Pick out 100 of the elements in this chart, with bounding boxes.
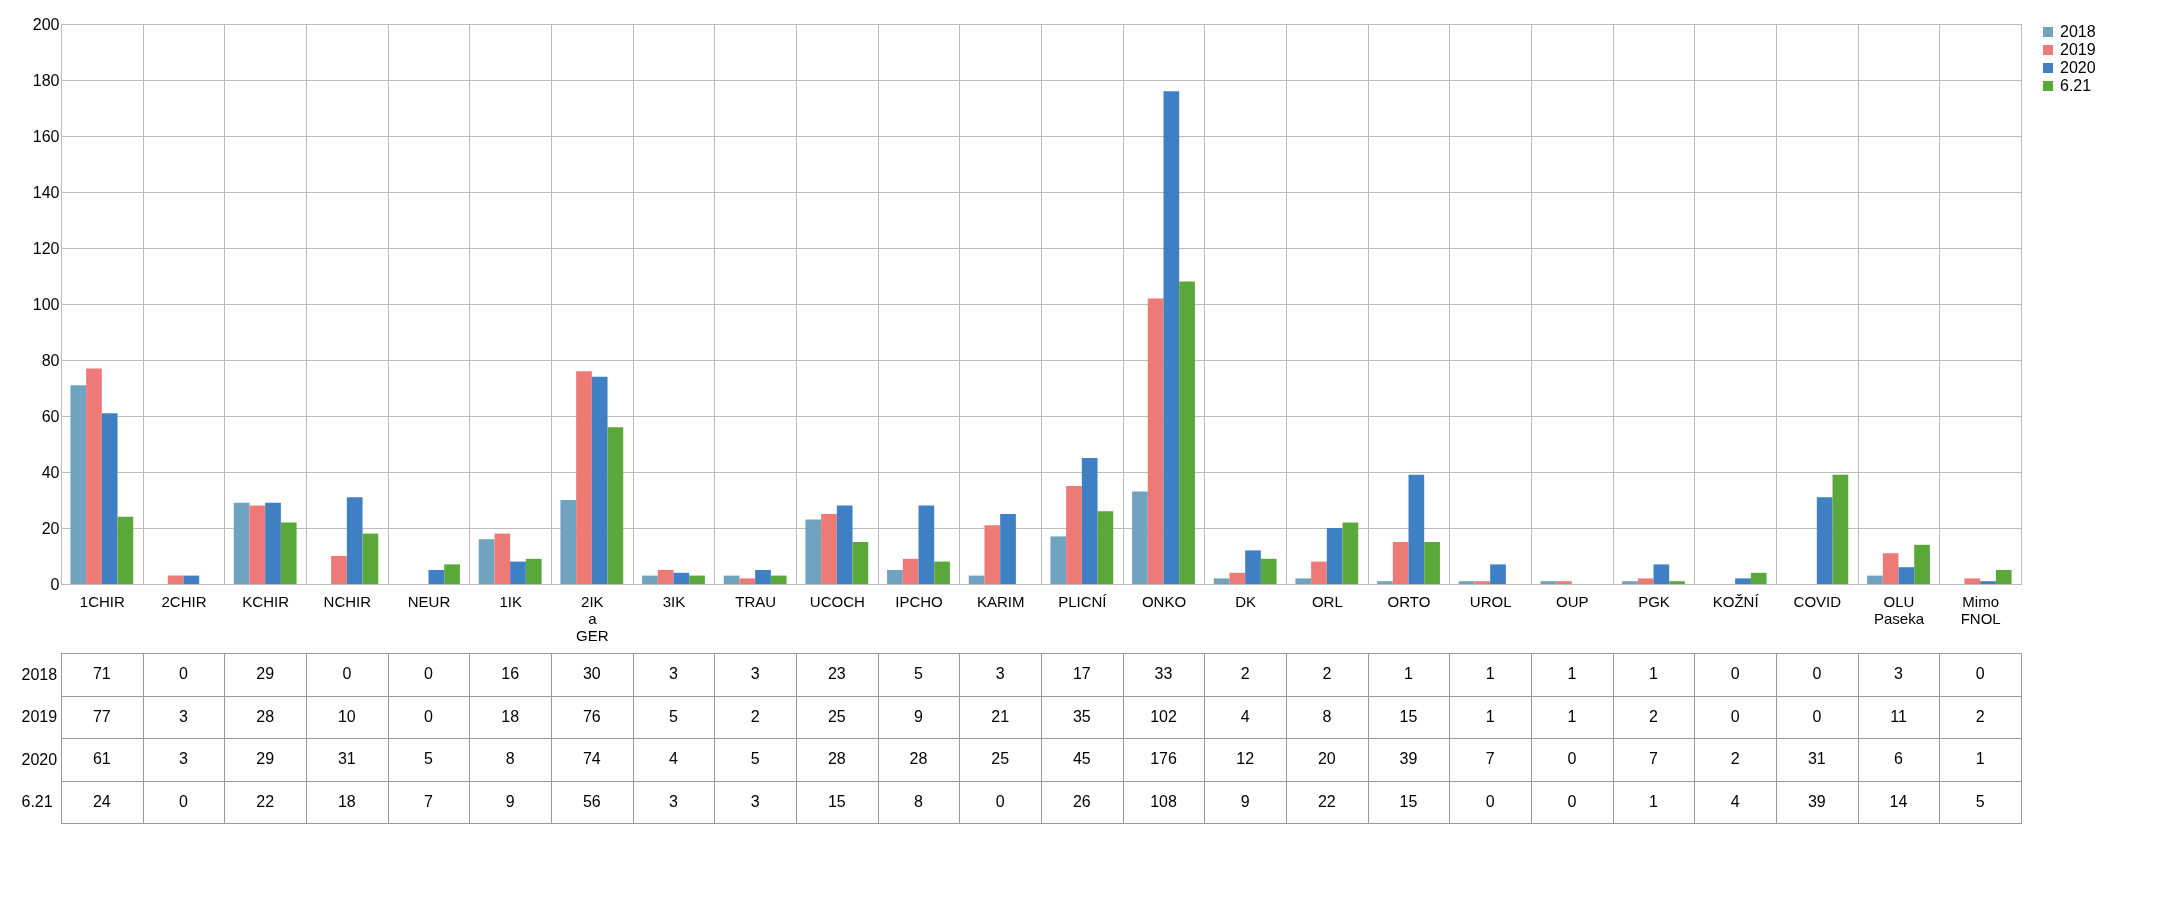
bar xyxy=(1000,514,1016,584)
data-label: 9 xyxy=(505,792,515,810)
data-label: 108 xyxy=(1150,792,1177,810)
bar xyxy=(1637,578,1654,584)
data-label: 30 xyxy=(582,665,601,683)
bar xyxy=(1458,581,1475,584)
data-label: 76 xyxy=(582,707,601,725)
y-tick-label: 80 xyxy=(41,351,60,369)
bar xyxy=(821,514,837,584)
data-label: 2 xyxy=(1322,665,1332,683)
x-tick-label: NEUR xyxy=(407,592,451,610)
bar xyxy=(1326,528,1343,584)
text: 6.21 xyxy=(21,793,53,811)
data-label: 3 xyxy=(179,750,189,768)
data-label: 33 xyxy=(1154,665,1173,683)
bar xyxy=(689,575,705,584)
bar xyxy=(444,564,460,584)
data-label: 21 xyxy=(991,707,1010,725)
data-label: 29 xyxy=(256,665,275,683)
data-label: 2 xyxy=(1240,665,1250,683)
bar xyxy=(1556,581,1572,584)
data-label: 0 xyxy=(1975,665,1985,683)
y-tick-label: 200 xyxy=(32,15,60,33)
data-label: 3 xyxy=(669,665,679,683)
bar xyxy=(428,570,445,584)
data-label: 11 xyxy=(1890,707,1907,725)
x-tick-label: KCHIR xyxy=(242,592,290,610)
data-label: 22 xyxy=(256,792,275,810)
bar xyxy=(510,561,526,584)
data-label: 0 xyxy=(424,665,434,683)
data-label: 4 xyxy=(1730,792,1740,810)
bar xyxy=(902,558,919,584)
bar xyxy=(1295,578,1312,584)
data-label: 1 xyxy=(1485,665,1495,683)
x-tick-label: NCHIR xyxy=(323,592,372,610)
data-label: 2 xyxy=(1649,707,1659,725)
bar xyxy=(478,539,495,584)
bar xyxy=(1163,91,1180,584)
bar xyxy=(346,497,363,584)
y-tick-label: 120 xyxy=(32,239,60,257)
bar xyxy=(739,578,756,584)
x-tick-label: UCOCH xyxy=(809,592,865,610)
y-tick-label: 180 xyxy=(32,71,60,89)
bar xyxy=(1735,578,1751,584)
bar xyxy=(852,542,869,584)
data-label: 74 xyxy=(582,750,601,768)
x-tick-label: DK xyxy=(1235,592,1257,610)
data-label: 0 xyxy=(179,665,189,683)
data-label: 20 xyxy=(1317,750,1336,768)
x-tick-label: OLU Paseka xyxy=(1873,592,1925,627)
data-label: 24 xyxy=(92,792,111,810)
bar xyxy=(1260,558,1277,584)
data-label: 31 xyxy=(337,750,356,768)
data-label: 0 xyxy=(1812,665,1822,683)
bar xyxy=(723,575,740,584)
y-tick-label: 0 xyxy=(50,575,60,593)
data-label: 4 xyxy=(1240,707,1250,725)
bar xyxy=(1081,458,1098,584)
bar xyxy=(607,427,624,584)
data-label: 28 xyxy=(827,750,846,768)
bar xyxy=(1750,572,1767,584)
data-label: 28 xyxy=(256,707,275,725)
x-tick-label: Mimo FNOL xyxy=(1960,592,2001,627)
text: 2020 xyxy=(21,750,58,768)
legend-label: 2018 xyxy=(2060,23,2096,40)
bar xyxy=(1622,581,1638,584)
data-label: 8 xyxy=(505,750,515,768)
data-label: 5 xyxy=(1975,792,1985,810)
data-label: 9 xyxy=(1240,792,1250,810)
bar xyxy=(984,525,1001,584)
x-tick-label: TRAU xyxy=(735,592,777,610)
data-label: 25 xyxy=(827,707,846,725)
data-label: 1 xyxy=(1567,707,1577,725)
data-label: 1 xyxy=(1649,792,1659,810)
bar xyxy=(1867,575,1883,584)
data-label: 2 xyxy=(750,707,760,725)
data-label: 1 xyxy=(1404,665,1414,683)
data-label: 31 xyxy=(1807,750,1826,768)
bar xyxy=(494,533,511,584)
data-label: 22 xyxy=(1317,792,1336,810)
data-label: 6 xyxy=(1894,750,1904,768)
text: 2018 xyxy=(21,665,58,683)
data-label: 3 xyxy=(669,792,679,810)
data-label: 0 xyxy=(1567,792,1577,810)
data-label: 8 xyxy=(1322,707,1332,725)
bar xyxy=(1995,570,2012,584)
bar xyxy=(1964,578,1981,584)
data-label: 176 xyxy=(1150,750,1177,768)
x-tick-label: OUP xyxy=(1556,592,1589,610)
data-label: 18 xyxy=(501,707,520,725)
y-tick-label: 20 xyxy=(41,519,60,537)
bar xyxy=(755,570,771,584)
data-label: 8 xyxy=(914,792,924,810)
y-tick-label: 160 xyxy=(32,127,60,145)
bar xyxy=(1097,511,1114,584)
data-label: 23 xyxy=(827,665,846,683)
bar xyxy=(249,505,266,584)
bar xyxy=(918,505,935,584)
bar xyxy=(1882,553,1899,584)
text: 2019 xyxy=(21,708,58,726)
